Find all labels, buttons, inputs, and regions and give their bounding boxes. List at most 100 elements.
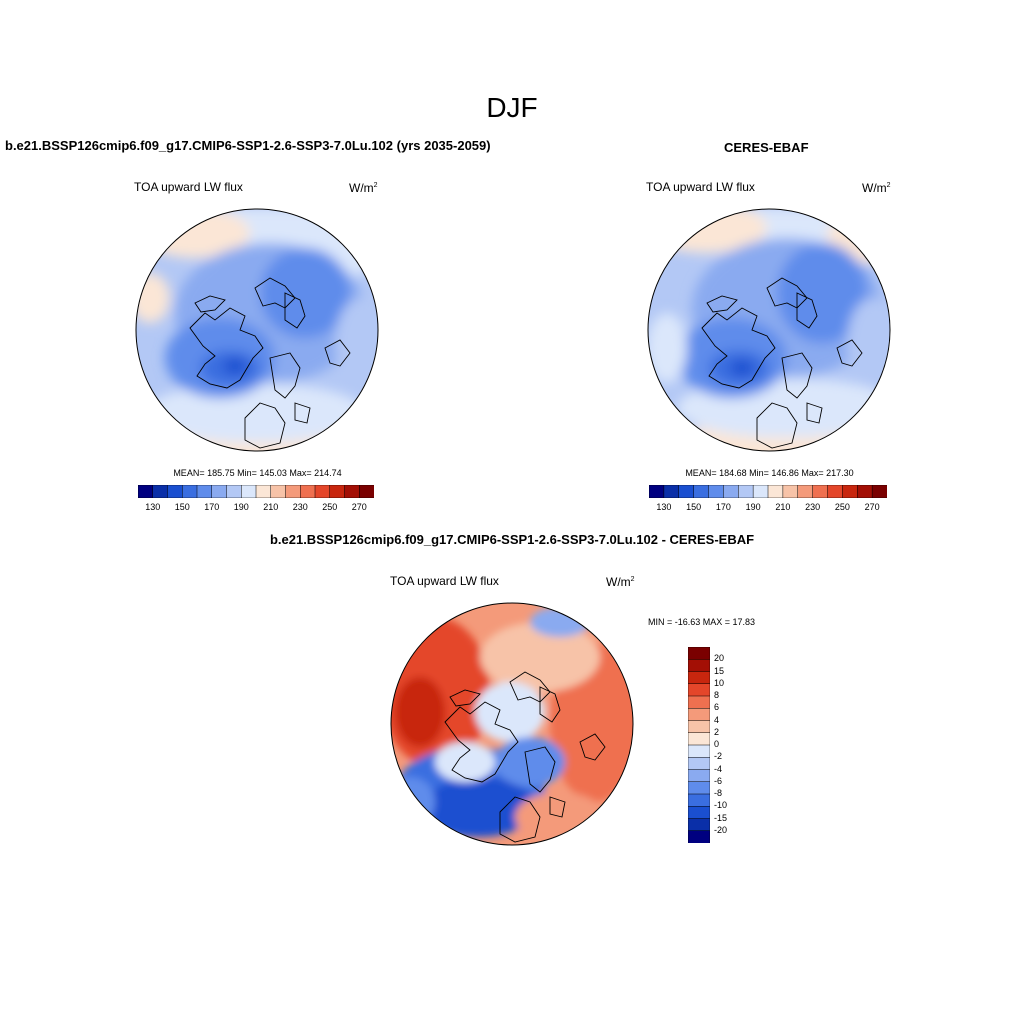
colorbar-swatch — [688, 659, 710, 673]
panel-3-colorbar-labels: 20 15 10 8 6 4 2 0 -2 -4 -6 -8 -10 -15 -20 — [714, 647, 754, 843]
panel-1-units: W/m2 — [349, 181, 378, 195]
panel-1-variable-label: TOA upward LW flux — [134, 180, 243, 194]
colorbar-swatch — [782, 485, 799, 498]
colorbar-swatch — [359, 485, 374, 498]
panel-2-colorbar-swatches — [649, 485, 887, 498]
panel-1-colorbar: 130 150 170 190 210 230 250 270 — [138, 485, 374, 512]
colorbar-tick-label: 130 — [656, 502, 672, 512]
colorbar-tick-label: 250 — [322, 502, 338, 512]
colorbar-swatch — [649, 485, 665, 498]
colorbar-tick-label: 2 — [714, 726, 720, 737]
colorbar-swatch — [723, 485, 739, 498]
colorbar-tick-label: 6 — [714, 702, 720, 713]
colorbar-swatch — [196, 485, 213, 498]
colorbar-tick-label: 190 — [745, 502, 761, 512]
panel-2-map — [647, 208, 891, 452]
figure-title: DJF — [486, 92, 538, 123]
colorbar-swatch — [241, 485, 257, 498]
colorbar-swatch — [285, 485, 301, 498]
colorbar-swatch — [688, 793, 710, 807]
colorbar-swatch — [842, 485, 858, 498]
colorbar-swatch — [871, 485, 887, 498]
colorbar-swatch — [738, 485, 754, 498]
colorbar-swatch — [688, 647, 710, 660]
colorbar-swatch — [663, 485, 680, 498]
colorbar-swatch — [688, 830, 710, 843]
colorbar-tick-label: 0 — [714, 739, 720, 749]
colorbar-swatch — [688, 806, 710, 820]
colorbar-swatch — [270, 485, 287, 498]
colorbar-swatch — [752, 485, 769, 498]
colorbar-tick-label: 170 — [204, 502, 220, 512]
panel-1-colorbar-swatches — [138, 485, 374, 498]
panel-3-colorbar: 20 15 10 8 6 4 2 0 -2 -4 -6 -8 -10 -15 -20 — [688, 647, 727, 843]
colorbar-tick-label: 210 — [775, 502, 791, 512]
colorbar-tick-label: 20 — [714, 653, 725, 664]
colorbar-swatch — [211, 485, 228, 498]
colorbar-swatch — [152, 485, 169, 498]
colorbar-swatch — [329, 485, 346, 498]
panel-2-colorbar: 130 150 170 190 210 230 250 270 — [649, 485, 887, 512]
colorbar-swatch — [797, 485, 814, 498]
panel-3-colorbar-swatches — [688, 647, 710, 843]
panel-1-colorbar-labels: 130 150 170 190 210 230 250 270 — [138, 498, 374, 512]
colorbar-tick-label: 130 — [145, 502, 161, 512]
colorbar-swatch — [255, 485, 272, 498]
panel-3-units: W/m2 — [606, 575, 635, 589]
panel-2-title: CERES-EBAF — [724, 140, 809, 155]
colorbar-swatch — [857, 485, 873, 498]
colorbar-swatch — [688, 744, 710, 758]
colorbar-swatch — [693, 485, 710, 498]
colorbar-swatch — [182, 485, 198, 498]
panel-3-statistics: MIN = -16.63 MAX = 17.83 — [648, 617, 756, 627]
colorbar-tick-label: 170 — [715, 502, 731, 512]
colorbar-tick-label: 15 — [714, 665, 725, 676]
colorbar-swatch — [344, 485, 360, 498]
colorbar-swatch — [688, 720, 710, 734]
colorbar-swatch — [688, 695, 710, 709]
colorbar-swatch — [678, 485, 695, 498]
colorbar-swatch — [688, 732, 710, 746]
colorbar-swatch — [688, 757, 710, 771]
colorbar-swatch — [812, 485, 829, 498]
panel-3-variable-label: TOA upward LW flux — [390, 574, 499, 588]
colorbar-tick-label: 230 — [805, 502, 821, 512]
panel-1-title: b.e21.BSSP126cmip6.f09_g17.CMIP6-SSP1-2.… — [5, 138, 491, 153]
colorbar-tick-label: -4 — [714, 763, 723, 774]
colorbar-swatch — [688, 781, 710, 795]
colorbar-tick-label: -8 — [714, 788, 723, 798]
colorbar-swatch — [688, 769, 710, 783]
panel-1-map — [135, 208, 379, 452]
colorbar-tick-label: -2 — [714, 751, 723, 762]
colorbar-tick-label: 150 — [686, 502, 702, 512]
colorbar-tick-label: 10 — [714, 677, 725, 688]
colorbar-swatch — [827, 485, 843, 498]
colorbar-swatch — [767, 485, 784, 498]
colorbar-tick-label: 150 — [174, 502, 190, 512]
panel-2-statistics: MEAN= 184.68 Min= 146.86 Max= 217.30 — [685, 468, 854, 478]
colorbar-tick-label: 270 — [351, 502, 367, 512]
colorbar-swatch — [688, 683, 710, 697]
colorbar-swatch — [688, 708, 710, 722]
colorbar-swatch — [226, 485, 242, 498]
colorbar-swatch — [688, 671, 710, 685]
colorbar-swatch — [167, 485, 183, 498]
colorbar-swatch — [300, 485, 316, 498]
colorbar-swatch — [138, 485, 154, 498]
colorbar-swatch — [314, 485, 331, 498]
colorbar-tick-label: -20 — [714, 824, 728, 835]
panel-3-map — [390, 602, 634, 846]
panel-2-colorbar-labels: 130 150 170 190 210 230 250 270 — [649, 498, 887, 512]
colorbar-swatch — [708, 485, 724, 498]
colorbar-tick-label: 230 — [292, 502, 308, 512]
colorbar-tick-label: 250 — [834, 502, 850, 512]
panel-3-title: b.e21.BSSP126cmip6.f09_g17.CMIP6-SSP1-2.… — [269, 532, 755, 547]
colorbar-tick-label: -15 — [714, 812, 728, 823]
colorbar-tick-label: -10 — [714, 800, 728, 811]
colorbar-tick-label: 8 — [714, 690, 720, 700]
colorbar-swatch — [688, 818, 710, 832]
panel-1-statistics: MEAN= 185.75 Min= 145.03 Max= 214.74 — [173, 468, 342, 478]
colorbar-tick-label: 4 — [714, 714, 720, 725]
panel-2-variable-label: TOA upward LW flux — [646, 180, 755, 194]
colorbar-tick-label: 210 — [263, 502, 279, 512]
